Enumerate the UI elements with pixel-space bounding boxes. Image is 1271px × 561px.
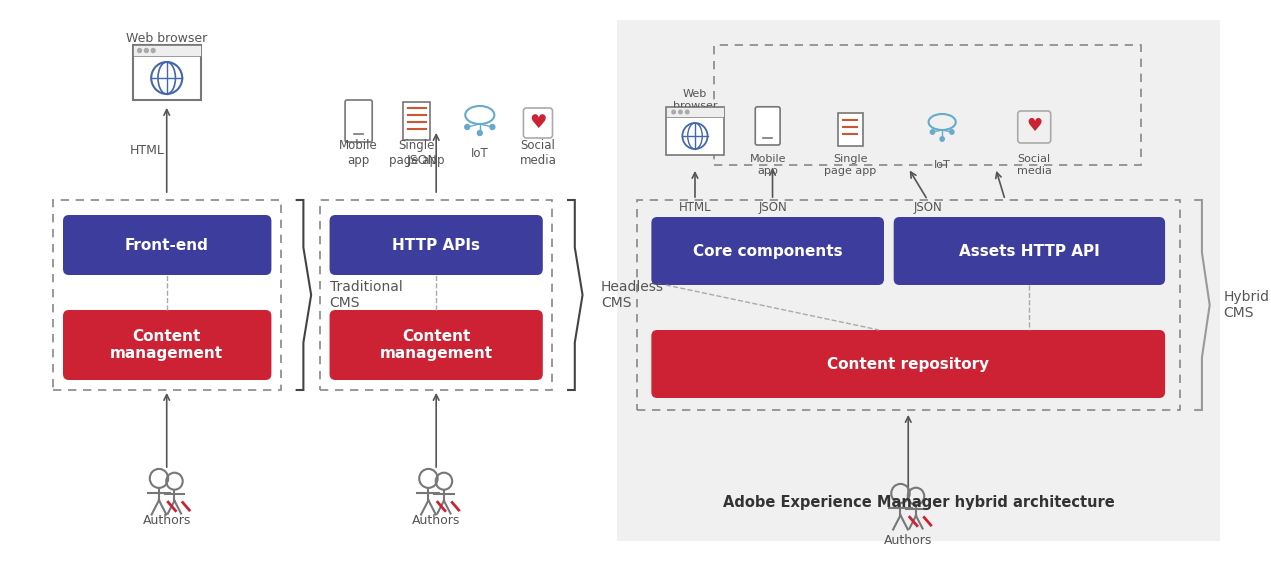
Text: Front-end: Front-end [125, 237, 208, 252]
Text: Web
browser: Web browser [672, 89, 717, 111]
Text: ♥: ♥ [1026, 117, 1042, 135]
Circle shape [930, 130, 934, 134]
FancyBboxPatch shape [344, 100, 372, 142]
Text: Content
management: Content management [111, 329, 224, 361]
Circle shape [145, 48, 149, 53]
Circle shape [941, 137, 944, 141]
Circle shape [137, 48, 141, 53]
Circle shape [151, 48, 155, 53]
Text: Core components: Core components [693, 243, 843, 259]
FancyBboxPatch shape [329, 310, 543, 380]
FancyBboxPatch shape [132, 45, 201, 56]
FancyBboxPatch shape [329, 215, 543, 275]
Text: JSON: JSON [759, 200, 787, 214]
Circle shape [949, 130, 955, 134]
Text: Adobe Experience Manager hybrid architecture: Adobe Experience Manager hybrid architec… [723, 495, 1115, 511]
Circle shape [465, 125, 469, 130]
Text: HTML: HTML [130, 144, 165, 157]
Text: HTTP APIs: HTTP APIs [393, 237, 480, 252]
Text: Social
media: Social media [520, 139, 557, 167]
Text: Assets HTTP API: Assets HTTP API [960, 243, 1099, 259]
Text: Mobile
app: Mobile app [750, 154, 785, 176]
FancyBboxPatch shape [132, 45, 201, 100]
Text: Content
management: Content management [380, 329, 493, 361]
Text: HTML: HTML [679, 200, 712, 214]
Text: Authors: Authors [412, 513, 460, 527]
Text: Social
media: Social media [1017, 154, 1051, 176]
Text: Single
page app: Single page app [389, 139, 445, 167]
Circle shape [491, 125, 494, 130]
FancyBboxPatch shape [666, 107, 724, 155]
Text: Hybrid
CMS: Hybrid CMS [1223, 290, 1270, 320]
Circle shape [679, 110, 683, 114]
Text: Mobile
app: Mobile app [339, 139, 377, 167]
Text: IoT: IoT [472, 146, 488, 159]
FancyBboxPatch shape [64, 310, 272, 380]
Circle shape [478, 131, 482, 136]
FancyBboxPatch shape [755, 107, 780, 145]
Text: Traditional
CMS: Traditional CMS [329, 280, 403, 310]
Text: Web browser: Web browser [126, 31, 207, 44]
FancyBboxPatch shape [64, 215, 272, 275]
Text: JSON: JSON [407, 154, 437, 167]
FancyBboxPatch shape [839, 113, 863, 146]
FancyBboxPatch shape [403, 102, 431, 140]
Text: ♥: ♥ [529, 113, 547, 131]
Text: Authors: Authors [142, 513, 191, 527]
Circle shape [672, 110, 675, 114]
FancyBboxPatch shape [618, 20, 1220, 541]
FancyBboxPatch shape [651, 217, 885, 285]
Text: Authors: Authors [885, 534, 933, 546]
FancyBboxPatch shape [666, 107, 724, 117]
Text: Headless
CMS: Headless CMS [601, 280, 663, 310]
FancyBboxPatch shape [894, 217, 1166, 285]
Text: Content repository: Content repository [827, 356, 989, 371]
FancyBboxPatch shape [651, 330, 1166, 398]
Text: Single
page app: Single page app [824, 154, 876, 176]
Circle shape [685, 110, 689, 114]
Text: IoT: IoT [934, 160, 951, 170]
Text: JSON: JSON [914, 200, 942, 214]
